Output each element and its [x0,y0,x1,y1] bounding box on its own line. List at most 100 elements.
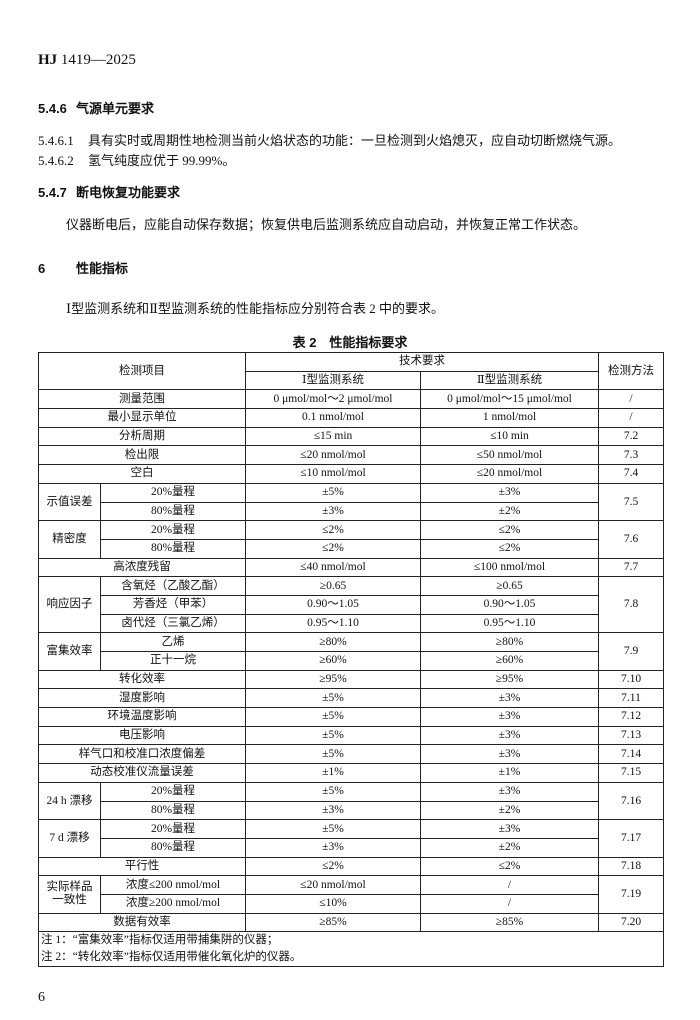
item-cell: 测量范围 [38,389,246,410]
header-cell: Ⅰ型监测系统 [245,370,421,391]
method-cell: 7.16 [598,781,664,821]
item-cell: 浓度≤200 nmol/mol [100,875,246,895]
method-cell: 7.12 [598,707,664,727]
table-caption: 表 2 性能指标要求 [292,335,408,350]
table-row: 高浓度残留 ≤40 nmol/mol ≤100 nmol/mol 7.7 [38,557,664,578]
type1-cell: ±5% [245,482,421,503]
item-cell: 平行性 [38,856,246,877]
method-cell: 7.6 [598,520,664,559]
section-number: 6 [38,261,46,276]
table-row: 正十一烷 ≥60% ≥60% [39,651,664,671]
type1-cell: ≤2% [245,538,421,559]
table-row: 样气口和校准口浓度偏差 ±5% ±3% 7.14 [38,744,664,765]
item-cell: 80%量程 [100,501,246,522]
paragraph-text: Ⅰ型监测系统和Ⅱ型监测系统的性能指标应分别符合表 2 中的要求。 [66,301,444,316]
item-cell: 80%量程 [100,800,246,821]
header-number: 1419—2025 [60,52,136,68]
method-cell: 7.14 [598,744,664,765]
type1-cell: 0 μmol/mol～2 μmol/mol [245,389,421,410]
method-cell: 7.15 [598,763,664,783]
type2-cell: ±2% [420,501,599,522]
type1-cell: ±5% [245,744,421,765]
type2-cell: ≥80% [420,632,599,652]
type2-cell: / [420,893,599,914]
item-cell: 含氧烃（乙酸乙酯） [100,576,246,596]
table-row: 80%量程 ≤2% ≤2% [39,538,664,559]
type2-cell: ±1% [420,763,599,783]
method-cell: 7.3 [598,445,664,466]
method-cell: 7.20 [598,912,664,933]
group-cell: 富集效率 [38,632,101,671]
item-cell: 样气口和校准口浓度偏差 [38,744,246,765]
type2-cell: ≤2% [420,520,599,540]
type2-cell: ≥85% [420,912,599,933]
table-row: 浓度≥200 nmol/mol ≤10% / [39,893,664,914]
group-cell: 示值误差 [38,482,101,522]
type2-cell: ±2% [420,837,599,858]
table-row: 电压影响 ±5% ±3% 7.13 [38,725,664,746]
section-number: 5.4.6.2 [38,153,74,168]
item-cell: 最小显示单位 [38,408,246,428]
item-cell: 20%量程 [100,520,246,540]
type1-cell: ±3% [245,837,421,858]
paragraph: Ⅰ型监测系统和Ⅱ型监测系统的性能指标应分别符合表 2 中的要求。 [66,298,444,317]
method-cell: 7.9 [598,632,664,671]
item-cell: 转化效率 [38,669,246,690]
method-cell: 7.11 [598,688,664,709]
table-row: 动态校准仪流量误差 ±1% ±1% 7.15 [38,763,664,783]
type2-cell: ±3% [420,744,599,765]
type1-cell: ±5% [245,688,421,709]
type2-cell: 0.95～1.10 [420,613,599,634]
table-row: 环境温度影响 ±5% ±3% 7.12 [38,707,664,727]
type1-cell: ±5% [245,707,421,727]
section-number: 5.4.6.1 [38,133,74,148]
table-row: 示值误差 20%量程 ±5% ±3% 7.5 [38,482,664,522]
item-cell: 检出限 [38,445,246,466]
item-cell: 电压影响 [38,725,246,746]
item-cell: 80%量程 [100,837,246,858]
section-heading: 5.4.7 断电恢复功能要求 [38,182,180,201]
section-heading: 5.4.6 气源单元要求 [38,98,154,117]
section-number: 5.4.7 [38,185,67,200]
method-cell: 7.17 [598,819,664,858]
table-row: 80%量程 ±3% ±2% [39,800,664,821]
paragraph: 5.4.6.1 具有实时或周期性地检测当前火焰状态的功能：一旦检测到火焰熄灭，应自… [38,130,621,149]
item-cell: 空白 [38,464,246,484]
type2-cell: ±3% [420,688,599,709]
type1-cell: ≤10% [245,893,421,914]
item-cell: 浓度≥200 nmol/mol [100,893,246,914]
type2-cell: ±3% [420,781,599,802]
item-cell: 动态校准仪流量误差 [38,763,246,783]
item-cell: 80%量程 [100,538,246,559]
header-cell: Ⅱ型监测系统 [420,370,599,391]
method-cell: 7.4 [598,464,664,484]
item-cell: 数据有效率 [38,912,246,933]
item-cell: 高浓度残留 [38,557,246,578]
type1-cell: ≤20 nmol/mol [245,875,421,895]
method-cell: 7.19 [598,875,664,914]
type2-cell: ≤2% [420,538,599,559]
table-row: 测量范围 0 μmol/mol～2 μmol/mol 0 μmol/mol～15 μ… [38,389,664,410]
type1-cell: ±3% [245,501,421,522]
type1-cell: 0.1 nmol/mol [245,408,421,428]
header: HJ 1419—2025 [38,52,136,69]
group-cell: 实际样品一致性 [38,875,101,914]
method-cell: 7.10 [598,669,664,690]
type1-cell: ≤2% [245,856,421,877]
type1-cell: ≥60% [245,651,421,671]
table-note: 注 2：“转化效率”指标仅适用带催化氧化炉的仪器。 [38,949,664,968]
header-cell: 技术要求 [245,352,599,372]
method-cell: 7.13 [598,725,664,746]
type1-cell: ≤40 nmol/mol [245,557,421,578]
paragraph-text: 具有实时或周期性地检测当前火焰状态的功能：一旦检测到火焰熄灭，应自动切断燃烧气源… [88,133,622,148]
table-row: 空白 ≤10 nmol/mol ≤20 nmol/mol 7.4 [38,464,664,484]
header-cell: 检测方法 [598,351,664,391]
item-cell: 卤代烃（三氯乙烯） [100,613,246,634]
header-row: 检测项目 技术要求 检测方法 [38,351,664,391]
group-cell: 响应因子 [38,576,101,634]
table-row: 分析周期 ≤15 min ≤10 min 7.2 [38,426,664,447]
type2-cell: ≤2% [420,856,599,877]
item-cell: 20%量程 [100,819,246,839]
type1-cell: ≤20 nmol/mol [245,445,421,466]
